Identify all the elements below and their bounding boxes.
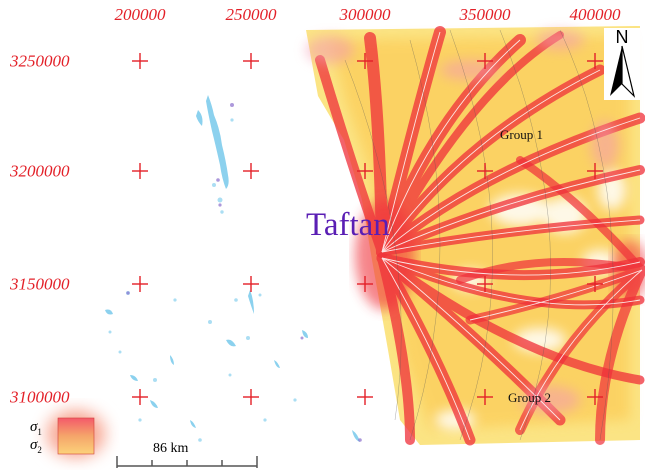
grid-cross xyxy=(243,53,259,69)
grid-cross xyxy=(357,53,373,69)
grid-cross xyxy=(132,276,148,292)
group-1-label: Group 1 xyxy=(500,127,543,142)
grid-cross xyxy=(587,276,603,292)
x-coordinate-label: 300000 xyxy=(339,5,391,24)
legend: σ1 σ2 xyxy=(22,414,100,464)
grid-crosses xyxy=(132,53,603,405)
x-coordinate-label: 200000 xyxy=(114,5,166,24)
north-indicator: N xyxy=(604,28,640,100)
grid-cross xyxy=(357,163,373,179)
y-coordinate-label: 3250000 xyxy=(10,51,70,71)
grid-cross xyxy=(243,163,259,179)
volcano-label: Taftan xyxy=(306,207,390,243)
x-coordinate-label: 400000 xyxy=(569,5,621,24)
grid-cross xyxy=(477,276,493,292)
group-2-label: Group 2 xyxy=(508,390,551,405)
north-arrow-icon xyxy=(604,28,640,100)
grid-cross xyxy=(477,163,493,179)
grid-cross xyxy=(357,389,373,405)
y-coordinate-label: 3200000 xyxy=(10,161,70,181)
y-coordinate-label: 3150000 xyxy=(10,274,70,294)
grid-cross xyxy=(243,276,259,292)
grid-cross xyxy=(477,53,493,69)
outcrop-dots xyxy=(108,118,297,442)
scale-label: 86 km xyxy=(153,441,189,456)
y-coordinate-label: 3100000 xyxy=(10,387,70,407)
scale-bar xyxy=(116,456,258,468)
grid-cross xyxy=(587,53,603,69)
grid-cross xyxy=(357,276,373,292)
outcrop-lineaments xyxy=(105,95,360,442)
legend-swatch xyxy=(40,404,112,464)
grid-cross xyxy=(587,163,603,179)
sigma2-arcs xyxy=(344,29,614,441)
grid-cross xyxy=(132,53,148,69)
x-coordinate-label: 350000 xyxy=(459,5,511,24)
grid-cross xyxy=(477,389,493,405)
x-coordinate-label: 250000 xyxy=(225,5,277,24)
legend-sigma1-label: σ1 xyxy=(30,419,42,438)
grid-cross xyxy=(132,163,148,179)
legend-sigma2-label: σ2 xyxy=(30,437,42,456)
convergence-zone-east xyxy=(612,240,645,300)
north-label: N xyxy=(615,27,629,47)
grid-cross xyxy=(243,389,259,405)
purple-dots xyxy=(126,103,362,442)
grid-cross xyxy=(132,389,148,405)
grid-cross xyxy=(587,389,603,405)
